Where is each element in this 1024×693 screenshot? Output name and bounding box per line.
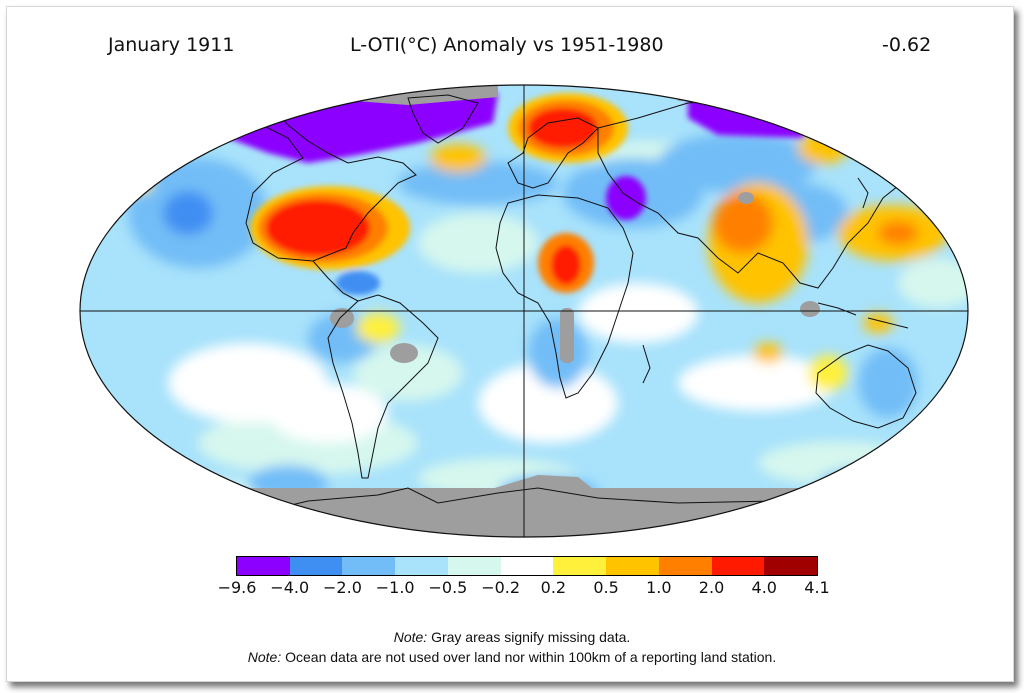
color-scale-tick-label: 0.2: [540, 578, 567, 597]
color-scale-tick-label: −4.0: [270, 578, 310, 597]
color-bin: [447, 557, 501, 575]
color-bin: [711, 557, 765, 575]
map-outline: [79, 84, 969, 538]
color-scale-tick-label: 4.1: [804, 578, 830, 597]
color-scale-tick-label: −9.6: [217, 578, 257, 597]
temperature-anomaly-map: [79, 84, 969, 538]
color-bin: [500, 557, 554, 575]
color-bin: [237, 557, 290, 575]
map-date: January 1911: [108, 34, 235, 56]
ocean-data-note: Note: Ocean data are not used over land …: [247, 649, 777, 665]
anomaly-patches: [108, 132, 968, 527]
color-scale-tick-label: −0.5: [428, 578, 468, 597]
map-title: L-OTI(°C) Anomaly vs 1951-1980: [350, 34, 664, 56]
missing-data-note: Note: Gray areas signify missing data.: [393, 629, 631, 645]
color-scale-tick-label: 4.0: [751, 578, 777, 597]
strong-anomaly-patches: [218, 93, 808, 295]
color-bin: [764, 557, 818, 575]
color-scale-tick-label: 2.0: [698, 578, 725, 597]
color-scale-bar: [236, 556, 818, 576]
color-bin: [395, 557, 448, 575]
color-bin: [658, 557, 712, 575]
color-bin: [606, 557, 659, 575]
color-bin: [342, 557, 396, 575]
color-bin: [289, 557, 343, 575]
color-scale-tick-label: 0.5: [593, 578, 619, 597]
color-scale-tick-label: −2.0: [323, 578, 362, 597]
color-scale-tick-label: 1.0: [646, 578, 672, 597]
global-mean-anomaly: -0.62: [882, 34, 932, 56]
color-scale-tick-label: −0.2: [481, 578, 521, 597]
color-scale-tick-label: −1.0: [375, 578, 415, 597]
color-bin: [553, 557, 607, 575]
